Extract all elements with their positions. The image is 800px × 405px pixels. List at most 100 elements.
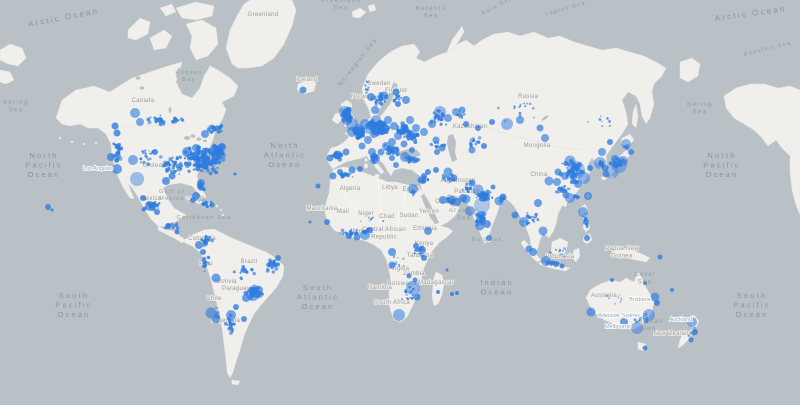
data-bubble[interactable] xyxy=(445,123,448,126)
data-bubble[interactable] xyxy=(479,196,484,202)
data-bubble[interactable] xyxy=(491,196,494,199)
data-bubble[interactable] xyxy=(209,129,214,134)
data-bubble[interactable] xyxy=(489,191,492,194)
data-bubble[interactable] xyxy=(577,196,579,199)
data-bubble[interactable] xyxy=(197,179,205,187)
data-bubble[interactable] xyxy=(501,118,513,130)
data-bubble[interactable] xyxy=(400,152,410,162)
data-bubble[interactable] xyxy=(208,171,213,176)
data-bubble[interactable] xyxy=(371,106,379,114)
data-bubble[interactable] xyxy=(233,304,239,310)
data-bubble[interactable] xyxy=(472,138,476,142)
data-bubble[interactable] xyxy=(496,106,500,110)
data-bubble[interactable] xyxy=(402,264,405,267)
data-bubble[interactable] xyxy=(364,85,367,87)
data-bubble[interactable] xyxy=(409,147,415,153)
data-bubble[interactable] xyxy=(608,120,611,123)
data-bubble[interactable] xyxy=(347,127,357,137)
data-bubble[interactable] xyxy=(431,144,434,146)
data-bubble[interactable] xyxy=(614,163,619,168)
data-bubble[interactable] xyxy=(204,162,209,167)
data-bubble[interactable] xyxy=(308,220,312,224)
data-bubble[interactable] xyxy=(452,108,460,116)
data-bubble[interactable] xyxy=(532,106,535,110)
data-bubble[interactable] xyxy=(216,129,221,134)
data-bubble[interactable] xyxy=(183,157,187,160)
data-bubble[interactable] xyxy=(357,166,363,172)
data-bubble[interactable] xyxy=(415,132,420,137)
data-bubble[interactable] xyxy=(433,167,439,173)
data-bubble[interactable] xyxy=(210,238,214,243)
data-bubble[interactable] xyxy=(557,187,562,192)
data-bubble[interactable] xyxy=(528,102,532,106)
data-bubble[interactable] xyxy=(574,180,582,188)
data-bubble[interactable] xyxy=(413,140,418,144)
data-bubble[interactable] xyxy=(693,326,697,329)
data-bubble[interactable] xyxy=(475,221,485,231)
data-bubble[interactable] xyxy=(397,257,399,259)
data-bubble[interactable] xyxy=(374,103,378,107)
data-bubble[interactable] xyxy=(536,124,544,132)
data-bubble[interactable] xyxy=(212,165,215,168)
data-bubble[interactable] xyxy=(526,212,529,215)
data-bubble[interactable] xyxy=(602,170,610,178)
data-bubble[interactable] xyxy=(342,115,352,125)
data-bubble[interactable] xyxy=(358,142,366,150)
data-bubble[interactable] xyxy=(199,168,203,172)
data-bubble[interactable] xyxy=(275,255,281,261)
data-bubble[interactable] xyxy=(468,179,476,187)
data-bubble[interactable] xyxy=(346,233,352,239)
data-bubble[interactable] xyxy=(271,270,275,274)
data-bubble[interactable] xyxy=(516,116,524,124)
data-bubble[interactable] xyxy=(601,164,609,172)
data-bubble[interactable] xyxy=(463,121,469,127)
data-bubble[interactable] xyxy=(443,167,453,177)
data-bubble[interactable] xyxy=(214,307,217,309)
data-bubble[interactable] xyxy=(116,150,120,154)
data-bubble[interactable] xyxy=(395,101,401,107)
data-bubble[interactable] xyxy=(172,160,175,163)
data-bubble[interactable] xyxy=(186,161,192,167)
data-bubble[interactable] xyxy=(394,132,402,140)
data-bubble[interactable] xyxy=(342,148,350,156)
data-bubble[interactable] xyxy=(260,292,264,296)
data-bubble[interactable] xyxy=(365,91,368,94)
data-bubble[interactable] xyxy=(554,168,562,176)
data-bubble[interactable] xyxy=(620,318,628,326)
data-bubble[interactable] xyxy=(519,105,521,108)
data-bubble[interactable] xyxy=(469,142,472,145)
data-bubble[interactable] xyxy=(475,125,481,131)
data-bubble[interactable] xyxy=(418,246,426,254)
data-bubble[interactable] xyxy=(392,256,395,258)
data-bubble[interactable] xyxy=(206,255,211,260)
data-bubble[interactable] xyxy=(561,172,569,180)
data-bubble[interactable] xyxy=(411,294,414,297)
data-bubble[interactable] xyxy=(413,293,421,301)
data-bubble[interactable] xyxy=(388,261,396,269)
data-bubble[interactable] xyxy=(441,176,446,180)
data-bubble[interactable] xyxy=(215,125,219,128)
data-bubble[interactable] xyxy=(388,138,396,146)
data-bubble[interactable] xyxy=(141,150,144,153)
data-bubble[interactable] xyxy=(620,297,623,300)
data-bubble[interactable] xyxy=(412,124,420,132)
data-bubble[interactable] xyxy=(450,174,458,182)
data-bubble[interactable] xyxy=(268,260,276,268)
data-bubble[interactable] xyxy=(642,317,644,320)
data-bubble[interactable] xyxy=(201,258,205,262)
data-bubble[interactable] xyxy=(406,116,414,124)
data-bubble[interactable] xyxy=(207,126,211,131)
data-bubble[interactable] xyxy=(153,116,157,120)
data-bubble[interactable] xyxy=(483,220,491,228)
data-bubble[interactable] xyxy=(370,158,373,162)
data-bubble[interactable] xyxy=(598,148,606,156)
data-bubble[interactable] xyxy=(670,288,674,292)
data-bubble[interactable] xyxy=(146,162,150,166)
data-bubble[interactable] xyxy=(149,116,152,119)
data-bubble[interactable] xyxy=(450,292,454,296)
data-bubble[interactable] xyxy=(395,261,397,263)
data-bubble[interactable] xyxy=(688,337,694,343)
data-bubble[interactable] xyxy=(213,150,223,160)
data-bubble[interactable] xyxy=(200,237,203,240)
data-bubble[interactable] xyxy=(157,117,163,123)
